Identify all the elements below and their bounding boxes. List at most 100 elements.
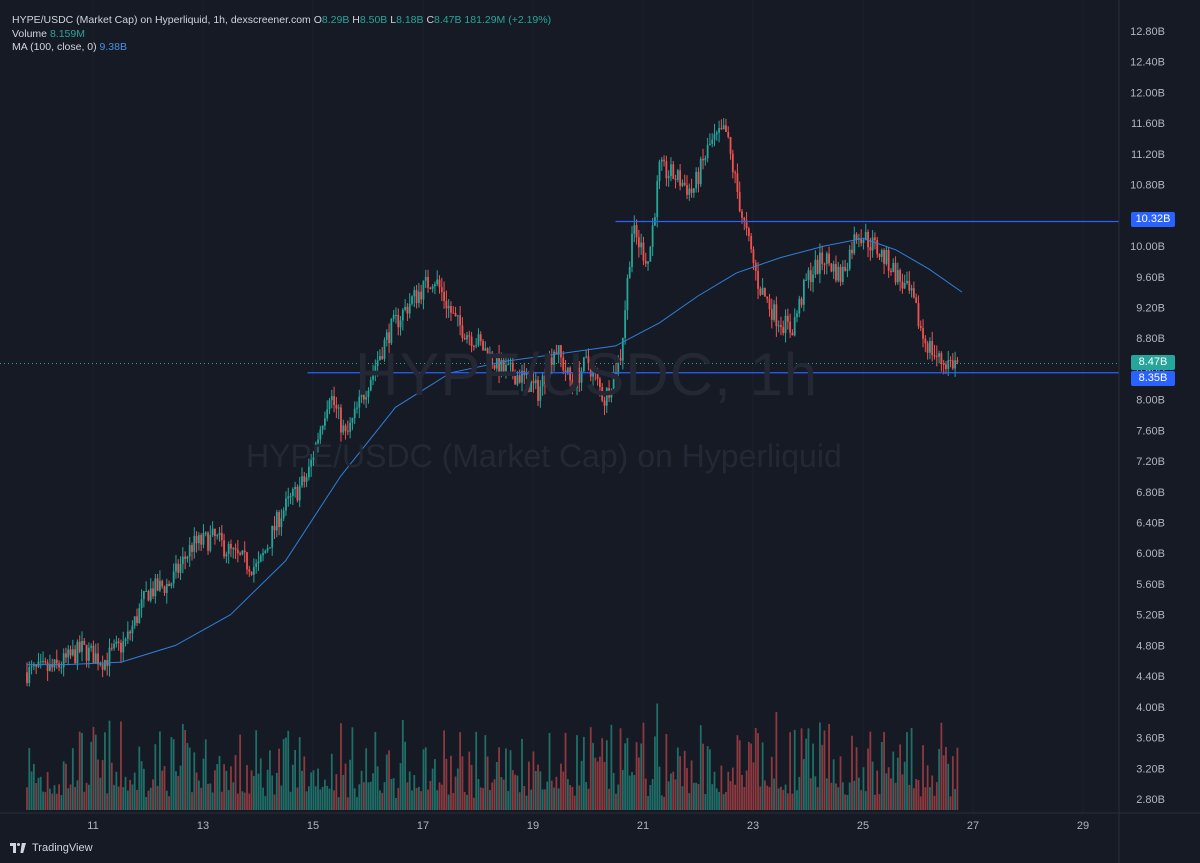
volume-bar bbox=[727, 771, 730, 810]
volume-bar bbox=[578, 785, 581, 810]
price-tick-label: 11.20B bbox=[1131, 149, 1165, 161]
volume-bar bbox=[800, 728, 803, 810]
candle-body bbox=[919, 326, 922, 329]
legend-ma-series[interactable]: MA (100, close, 0) 9.38B bbox=[12, 41, 551, 55]
candle-body bbox=[532, 381, 535, 384]
candle-body bbox=[560, 345, 562, 358]
volume-bar bbox=[374, 731, 377, 810]
candle-body bbox=[436, 279, 439, 285]
candle-body bbox=[807, 270, 810, 280]
volume-bar bbox=[463, 791, 466, 810]
volume-bar bbox=[223, 764, 225, 810]
candle-body bbox=[303, 476, 306, 482]
volume-bar bbox=[466, 794, 468, 810]
volume-bar bbox=[461, 756, 464, 810]
volume-bar bbox=[773, 778, 775, 810]
volume-bar bbox=[344, 763, 347, 810]
volume-bar bbox=[156, 785, 159, 810]
volume-bar bbox=[42, 791, 44, 810]
volume-bar bbox=[255, 730, 258, 810]
tradingview-brand[interactable]: TradingView bbox=[10, 842, 93, 854]
volume-bar bbox=[711, 784, 714, 810]
candle-body bbox=[62, 653, 65, 668]
volume-bar bbox=[745, 770, 748, 810]
time-axis[interactable]: 11 13 15 17 19 21 23 25 27 29 bbox=[87, 820, 1089, 832]
volume-bar bbox=[406, 782, 409, 810]
volume-bar bbox=[62, 761, 65, 810]
volume-bar bbox=[709, 749, 711, 810]
volume-bar bbox=[796, 790, 798, 810]
volume-bar bbox=[566, 779, 569, 810]
candle-body bbox=[956, 360, 959, 363]
candle-body bbox=[291, 489, 294, 497]
volume-bar bbox=[404, 741, 407, 810]
volume-bar bbox=[631, 772, 633, 810]
candle-body bbox=[947, 360, 950, 369]
volume-bar bbox=[676, 747, 679, 810]
volume-bar bbox=[248, 793, 251, 810]
legend-main-series[interactable]: HYPE/USDC (Market Cap) on Hyperliquid, 1… bbox=[12, 14, 551, 28]
volume-bar bbox=[436, 790, 439, 810]
volume-bar bbox=[71, 748, 74, 810]
candle-body bbox=[525, 372, 528, 376]
volume-bar bbox=[637, 757, 640, 810]
volume-bar bbox=[880, 742, 883, 810]
legend-low: 8.18B bbox=[396, 14, 424, 26]
candle-body bbox=[672, 164, 675, 179]
volume-bar bbox=[809, 778, 812, 810]
price-tick-label: 3.60B bbox=[1136, 733, 1165, 745]
volume-bar bbox=[715, 788, 718, 810]
volume-bar bbox=[672, 771, 675, 810]
volume-bar bbox=[477, 779, 480, 810]
volume-bar bbox=[784, 784, 787, 810]
candle-body bbox=[117, 641, 120, 643]
volume-bar bbox=[789, 732, 792, 810]
volume-bar bbox=[163, 766, 166, 810]
candle-body bbox=[399, 320, 402, 328]
volume-bar bbox=[413, 775, 416, 810]
volume-bar bbox=[67, 788, 70, 810]
candle-body bbox=[53, 659, 56, 668]
volume-bar bbox=[663, 796, 665, 810]
candle-body bbox=[438, 279, 441, 288]
candle-body bbox=[770, 309, 773, 320]
candle-body bbox=[133, 616, 136, 626]
volume-bar bbox=[484, 735, 487, 810]
candle-body bbox=[550, 357, 553, 365]
chart-legend[interactable]: HYPE/USDC (Market Cap) on Hyperliquid, 1… bbox=[12, 14, 551, 55]
price-tick-label: 12.00B bbox=[1130, 87, 1165, 99]
volume-bar bbox=[599, 756, 601, 810]
candle-body bbox=[401, 309, 404, 321]
candle-body bbox=[39, 661, 42, 663]
price-axis[interactable]: 12.80B12.40B12.00B11.60B11.20B10.80B10.4… bbox=[1130, 26, 1165, 806]
price-tick-label: 12.80B bbox=[1130, 26, 1165, 38]
legend-volume-series[interactable]: Volume 8.159M bbox=[12, 28, 551, 42]
volume-bar bbox=[200, 787, 203, 810]
candle-body bbox=[266, 548, 269, 551]
time-tick-label: 15 bbox=[307, 820, 319, 832]
time-tick-label: 21 bbox=[637, 820, 649, 832]
volume-bar bbox=[823, 730, 826, 810]
volume-bar bbox=[954, 789, 957, 810]
volume-bar bbox=[798, 776, 801, 810]
candle-body bbox=[479, 334, 482, 342]
candle-body bbox=[835, 264, 837, 281]
volume-bar bbox=[468, 751, 471, 810]
volume-bar bbox=[172, 739, 175, 810]
candle-body bbox=[330, 396, 333, 401]
candle-body bbox=[628, 267, 631, 279]
volume-bar bbox=[51, 793, 54, 810]
horizontal-lines[interactable] bbox=[0, 220, 1119, 374]
candle-body bbox=[358, 396, 361, 408]
candle-body bbox=[752, 249, 755, 264]
candle-body bbox=[715, 132, 718, 135]
volume-bar bbox=[702, 743, 704, 810]
volume-bar bbox=[358, 784, 361, 810]
candle-body bbox=[608, 388, 610, 398]
candle-body bbox=[846, 268, 849, 271]
support-price-label: 8.35B bbox=[1131, 371, 1175, 386]
candle-body bbox=[704, 158, 707, 161]
candle-body bbox=[136, 616, 138, 623]
candle-body bbox=[317, 439, 319, 444]
